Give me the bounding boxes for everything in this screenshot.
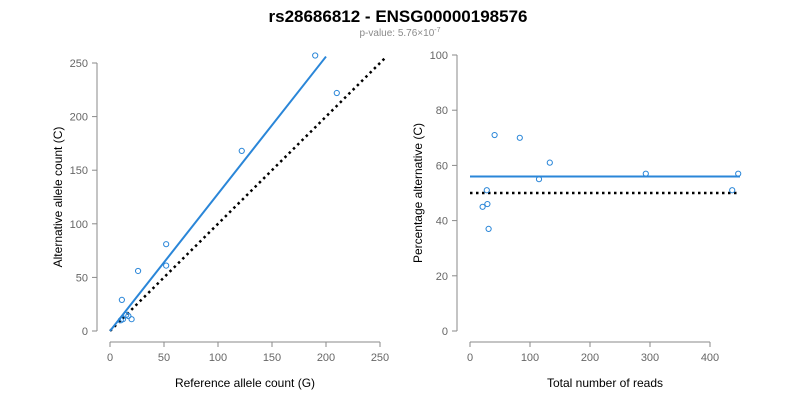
x-tick-label: 150 [263, 352, 281, 364]
y-tick-label: 40 [436, 216, 448, 228]
x-axis-title: Reference allele count (G) [175, 376, 315, 390]
data-point [333, 89, 340, 97]
data-point [128, 316, 135, 323]
data-point [118, 296, 125, 304]
y-tick-label: 0 [82, 326, 88, 338]
fit-line [109, 55, 327, 332]
y-tick-label: 50 [76, 272, 88, 284]
data-point [163, 241, 170, 248]
data-point [479, 203, 486, 210]
data-point [546, 159, 553, 166]
pvalue-text: p-value: 5.76×10 [359, 28, 434, 39]
x-axis-title: Total number of reads [547, 376, 663, 390]
pvalue-exponent: -7 [434, 27, 440, 34]
data-point [735, 170, 742, 177]
percentage-panel: 0 100 200 300 400 0 20 40 60 80 100 Total number of… [411, 50, 742, 390]
allele-count-panel: 0 50 100 150 200 250 0 50 100 150 200 250 Reference … [51, 52, 389, 390]
data-point [238, 147, 245, 155]
x-tick-label: 50 [158, 352, 170, 364]
y-tick-label: 250 [70, 58, 88, 70]
pvalue-subtitle: p-value: 5.76×10-7 [359, 27, 440, 39]
x-tick-label: 300 [641, 352, 659, 364]
x-tick-label: 100 [521, 352, 539, 364]
y-tick-label: 60 [436, 160, 448, 172]
data-point [535, 176, 543, 183]
y-tick-label: 80 [436, 105, 448, 117]
chart-title: rs28686812 - ENSG00000198576 [269, 7, 528, 26]
data-point [729, 187, 736, 194]
y-tick-label: 100 [70, 219, 88, 231]
x-tick-label: 250 [371, 352, 389, 364]
y-tick-label: 150 [70, 165, 88, 177]
reference-line [109, 56, 387, 332]
data-point [125, 312, 132, 320]
y-axis-title: Alternative allele count (C) [51, 127, 65, 268]
data-point [516, 134, 523, 141]
y-tick-label: 0 [442, 326, 448, 338]
x-tick-label: 0 [467, 352, 473, 364]
data-point [484, 200, 491, 208]
data-point [134, 267, 142, 275]
data-point [642, 170, 649, 177]
x-tick-label: 200 [581, 352, 599, 364]
x-tick-label: 200 [317, 352, 335, 364]
data-point [163, 262, 170, 269]
x-tick-label: 400 [701, 352, 719, 364]
data-point [491, 131, 498, 139]
data-point [483, 187, 490, 194]
x-tick-label: 100 [209, 352, 227, 364]
y-tick-label: 20 [436, 271, 448, 283]
data-point [119, 316, 127, 323]
y-axis-title: Percentage alternative (C) [411, 123, 425, 263]
y-tick-label: 100 [430, 50, 448, 62]
x-tick-label: 0 [107, 352, 113, 364]
data-point [312, 52, 319, 59]
data-point [485, 225, 492, 232]
y-tick-label: 200 [70, 112, 88, 124]
